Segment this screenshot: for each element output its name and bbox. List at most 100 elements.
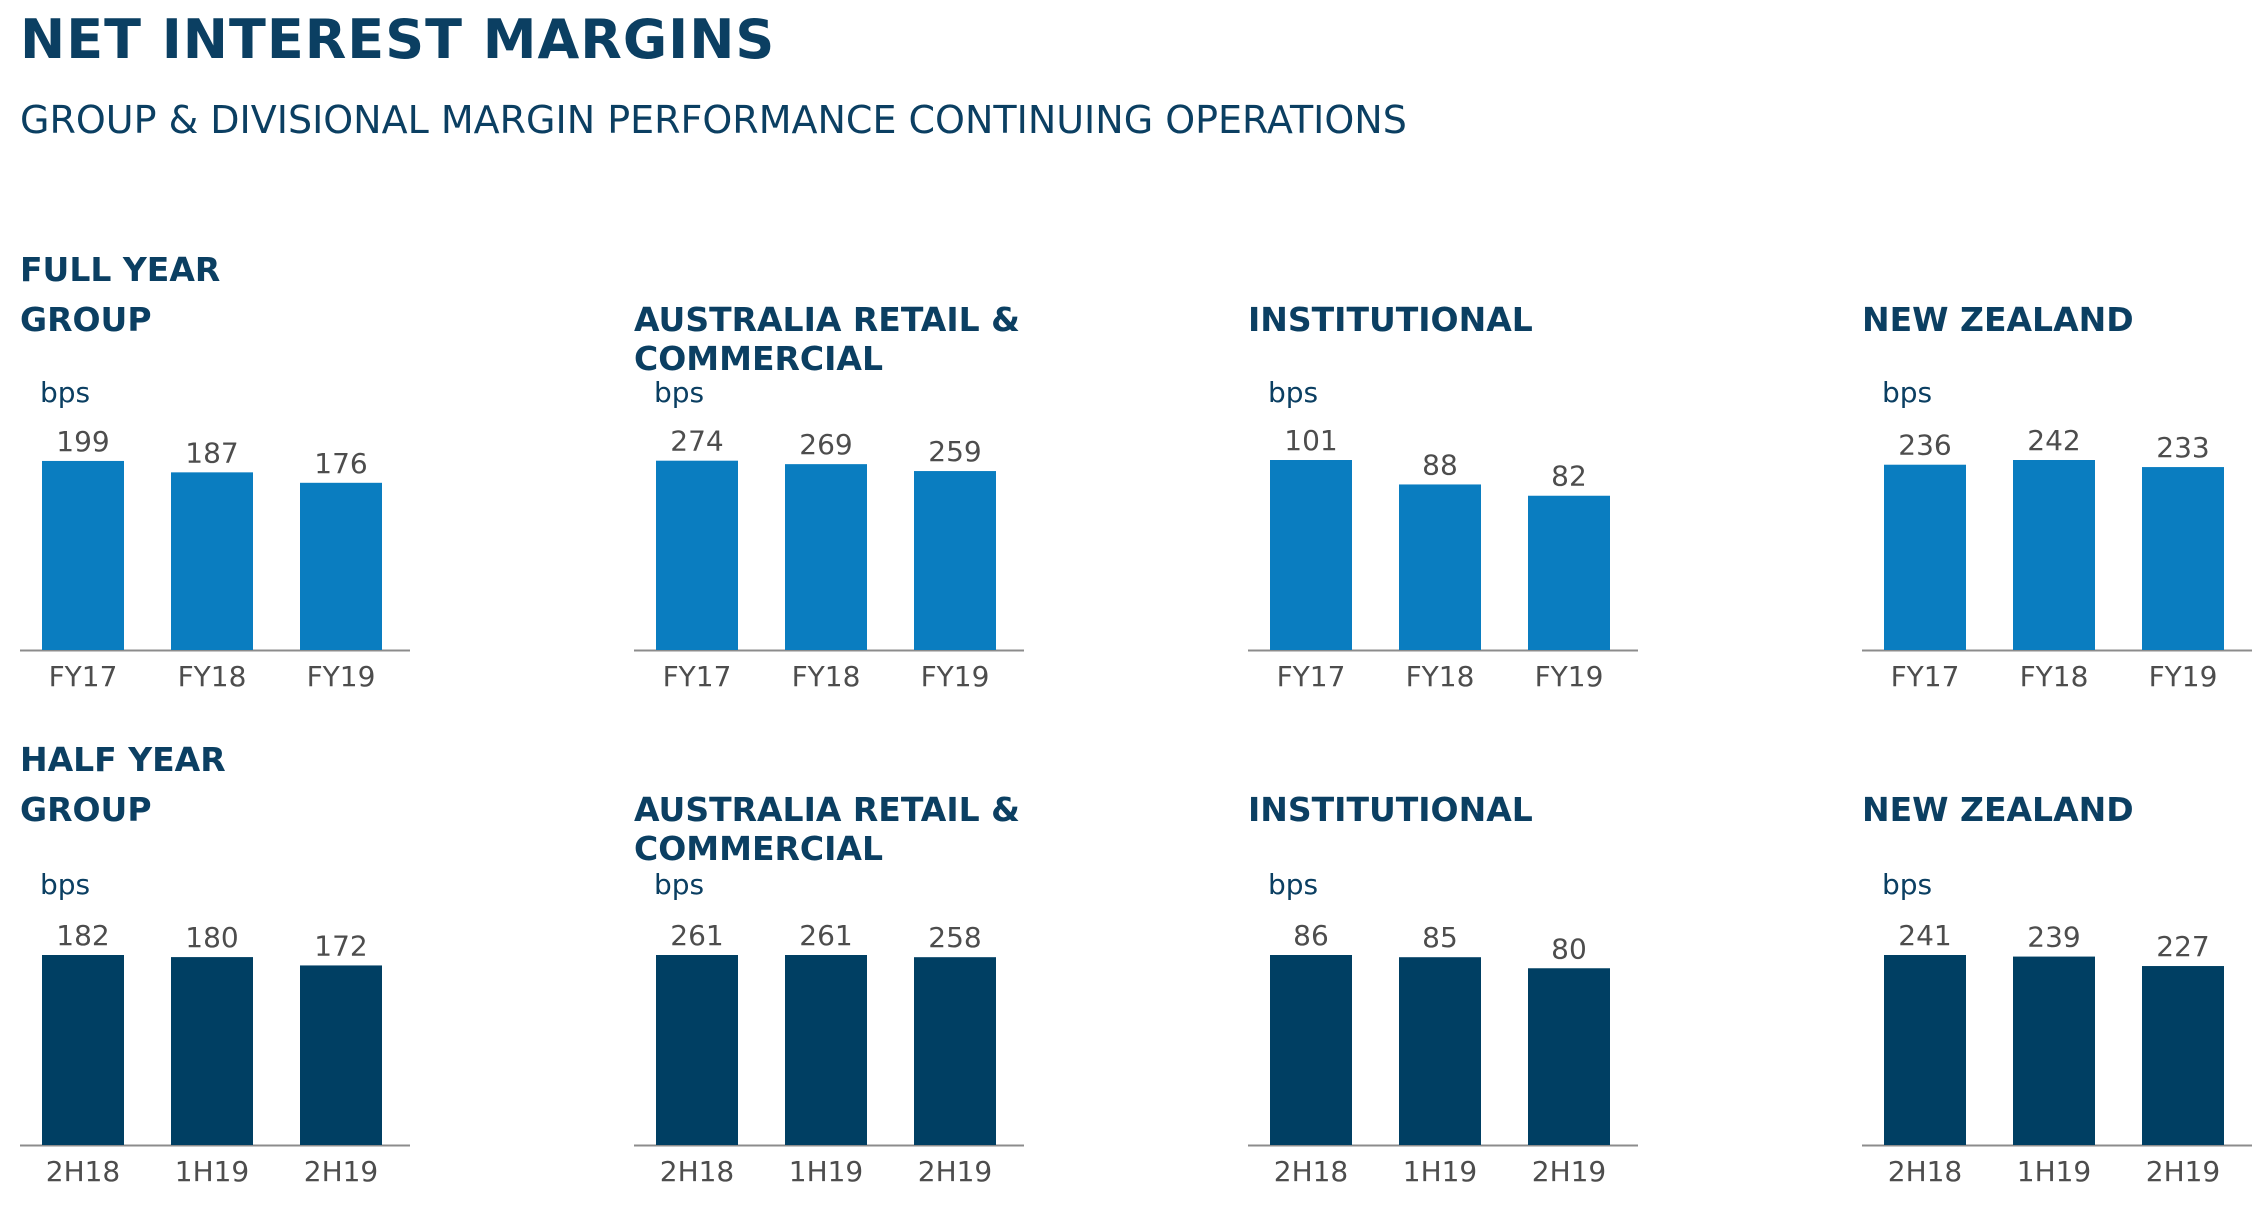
data-label: 227 [2156, 930, 2209, 963]
bar-fy19 [2142, 467, 2224, 650]
x-tick-label: 2H19 [2146, 1155, 2221, 1188]
data-label: 261 [670, 919, 723, 952]
panel-title-fy-nz: NEW ZEALAND [1862, 300, 2134, 339]
x-tick-label: FY18 [1406, 660, 1475, 693]
bar-2h19 [914, 957, 996, 1145]
bar-2h19 [300, 965, 382, 1145]
data-label: 242 [2027, 424, 2080, 457]
unit-label-fy-inst: bps [1268, 376, 1319, 409]
x-tick-label: 2H19 [304, 1155, 379, 1188]
x-tick-label: FY18 [2020, 660, 2089, 693]
unit-label-hy-group: bps [40, 868, 91, 901]
section-label-half-year: HALF YEAR [20, 740, 226, 779]
x-tick-label: FY17 [49, 660, 118, 693]
bar-2h18 [656, 955, 738, 1145]
x-tick-label: FY18 [178, 660, 247, 693]
bar-fy18 [2013, 460, 2095, 650]
x-tick-label: 2H18 [46, 1155, 121, 1188]
data-label: 86 [1293, 919, 1329, 952]
bar-chart-hy-group: 182 2H18 180 1H19 172 2H19 [20, 919, 410, 1188]
bar-fy18 [171, 472, 253, 650]
x-tick-label: FY17 [663, 660, 732, 693]
data-label: 80 [1551, 932, 1587, 965]
data-label: 199 [56, 425, 109, 458]
section-label-full-year: FULL YEAR [20, 250, 221, 289]
bar-fy17 [1270, 460, 1352, 650]
unit-label-fy-arc: bps [654, 376, 705, 409]
x-tick-label: 2H19 [1532, 1155, 1607, 1188]
bar-2h19 [2142, 966, 2224, 1145]
data-label: 261 [799, 919, 852, 952]
bar-chart-fy-inst: 101 FY17 88 FY18 82 FY19 [1248, 424, 1638, 693]
data-label: 274 [670, 425, 723, 458]
bar-2h18 [1884, 955, 1966, 1145]
panel-title-fy-arc: AUSTRALIA RETAIL & COMMERCIAL [634, 300, 1020, 378]
x-tick-label: FY18 [792, 660, 861, 693]
x-tick-label: FY19 [307, 660, 376, 693]
panel-title-hy-nz: NEW ZEALAND [1862, 790, 2134, 829]
bar-2h19 [1528, 968, 1610, 1145]
bar-fy17 [42, 460, 124, 650]
x-tick-label: 2H19 [918, 1155, 993, 1188]
x-tick-label: FY17 [1891, 660, 1960, 693]
bar-2h18 [1270, 955, 1352, 1145]
bar-fy17 [1884, 464, 1966, 650]
unit-label-fy-group: bps [40, 376, 91, 409]
data-label: 259 [928, 435, 981, 468]
unit-label-fy-nz: bps [1882, 376, 1933, 409]
x-tick-label: 1H19 [1403, 1155, 1478, 1188]
data-label: 236 [1898, 429, 1951, 462]
bar-fy18 [785, 464, 867, 650]
x-tick-label: FY19 [2149, 660, 2218, 693]
data-label: 258 [928, 921, 981, 954]
data-label: 180 [185, 921, 238, 954]
data-label: 239 [2027, 921, 2080, 954]
unit-label-hy-arc: bps [654, 868, 705, 901]
x-tick-label: FY19 [1535, 660, 1604, 693]
panel-title-fy-inst: INSTITUTIONAL [1248, 300, 1533, 339]
data-label: 269 [799, 428, 852, 461]
bar-fy19 [300, 482, 382, 650]
page-title: NET INTEREST MARGINS [20, 8, 776, 71]
data-label: 88 [1422, 448, 1458, 481]
x-tick-label: 1H19 [789, 1155, 864, 1188]
panel-title-hy-inst: INSTITUTIONAL [1248, 790, 1533, 829]
x-tick-label: FY19 [921, 660, 990, 693]
bar-chart-hy-arc: 261 2H18 261 1H19 258 2H19 [634, 919, 1024, 1188]
x-tick-label: 1H19 [175, 1155, 250, 1188]
panel-title-hy-arc: AUSTRALIA RETAIL & COMMERCIAL [634, 790, 1020, 868]
bar-chart-hy-inst: 86 2H18 85 1H19 80 2H19 [1248, 919, 1638, 1188]
data-label: 101 [1284, 424, 1337, 457]
x-tick-label: 1H19 [2017, 1155, 2092, 1188]
x-tick-label: 2H18 [1274, 1155, 1349, 1188]
bar-chart-hy-nz: 241 2H18 239 1H19 227 2H19 [1862, 919, 2252, 1188]
bar-1h19 [1399, 957, 1481, 1145]
data-label: 176 [314, 447, 367, 480]
x-tick-label: 2H18 [1888, 1155, 1963, 1188]
bar-chart-fy-nz: 236 FY17 242 FY18 233 FY19 [1862, 424, 2252, 693]
unit-label-hy-nz: bps [1882, 868, 1933, 901]
data-label: 85 [1422, 921, 1458, 954]
data-label: 182 [56, 919, 109, 952]
bar-1h19 [2013, 956, 2095, 1145]
page-subtitle: GROUP & DIVISIONAL MARGIN PERFORMANCE CO… [20, 98, 1407, 142]
bar-fy19 [1528, 495, 1610, 650]
data-label: 187 [185, 436, 238, 469]
bar-2h18 [42, 955, 124, 1145]
x-tick-label: 2H18 [660, 1155, 735, 1188]
data-label: 233 [2156, 431, 2209, 464]
panel-title-hy-group: GROUP [20, 790, 152, 829]
bar-fy18 [1399, 484, 1481, 650]
panel-title-fy-group: GROUP [20, 300, 152, 339]
bar-chart-fy-arc: 274 FY17 269 FY18 259 FY19 [634, 425, 1024, 693]
bar-1h19 [171, 957, 253, 1145]
unit-label-hy-inst: bps [1268, 868, 1319, 901]
bar-fy17 [656, 460, 738, 650]
x-tick-label: FY17 [1277, 660, 1346, 693]
data-label: 82 [1551, 460, 1587, 493]
data-label: 172 [314, 929, 367, 962]
bar-chart-fy-group: 199 FY17 187 FY18 176 FY19 [20, 425, 410, 693]
bar-1h19 [785, 955, 867, 1145]
bar-fy19 [914, 471, 996, 650]
data-label: 241 [1898, 919, 1951, 952]
